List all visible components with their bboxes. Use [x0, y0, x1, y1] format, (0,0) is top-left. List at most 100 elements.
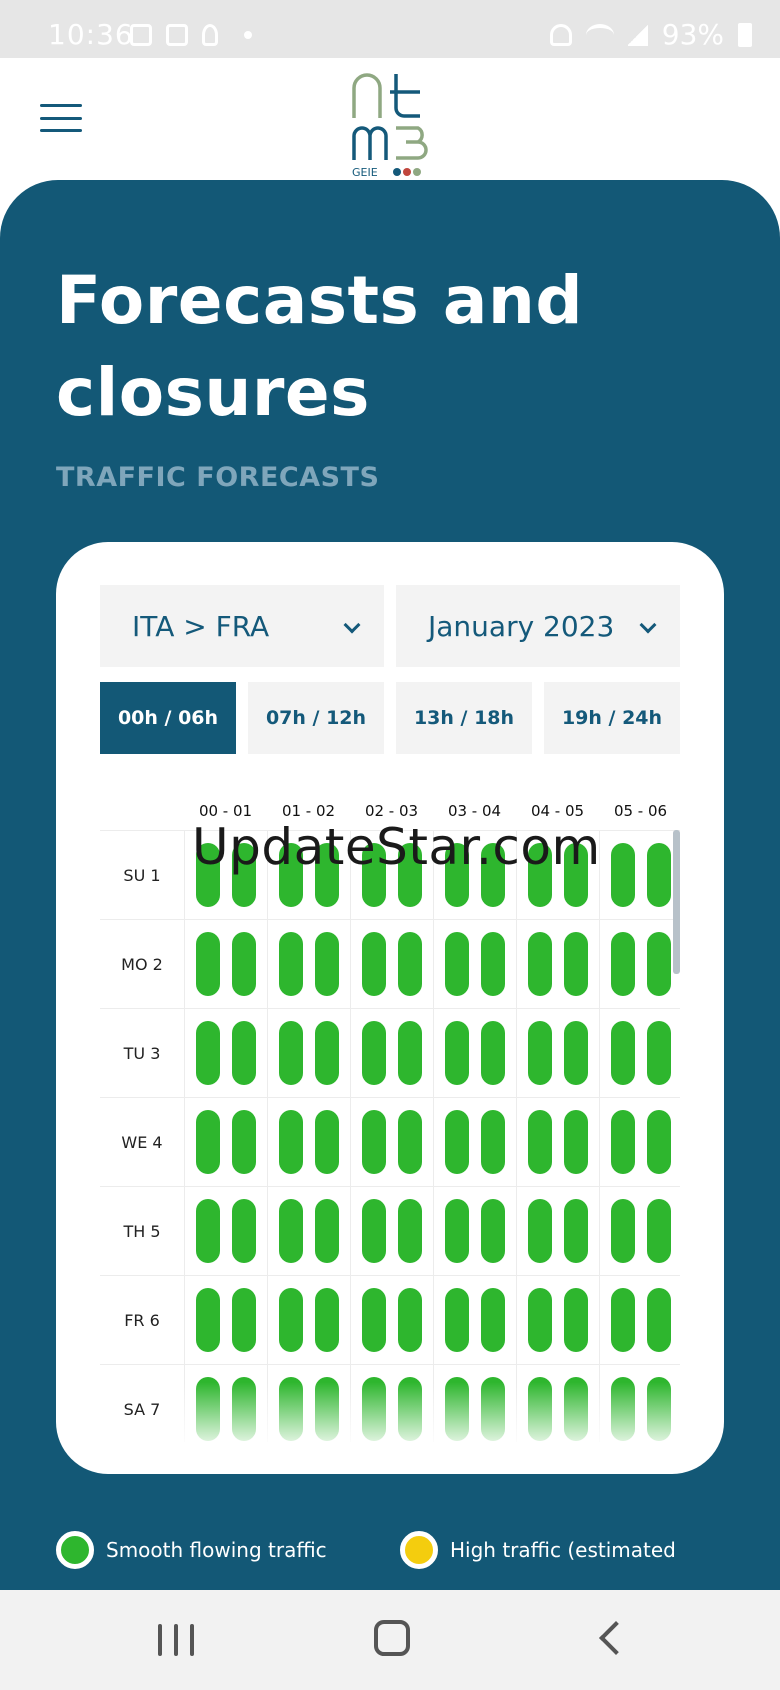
traffic-slot-smooth[interactable] [315, 1110, 339, 1174]
traffic-slot-smooth[interactable] [398, 843, 422, 907]
traffic-slot-smooth[interactable] [279, 932, 303, 996]
traffic-slot-smooth[interactable] [232, 1021, 256, 1085]
traffic-slot-smooth[interactable] [564, 1199, 588, 1263]
traffic-slot-smooth[interactable] [196, 1377, 220, 1441]
traffic-slot-smooth[interactable] [445, 1110, 469, 1174]
traffic-slot-smooth[interactable] [398, 1288, 422, 1352]
traffic-slot-smooth[interactable] [315, 1199, 339, 1263]
tab-19h-24h[interactable]: 19h / 24h [544, 682, 680, 754]
traffic-slot-smooth[interactable] [611, 1199, 635, 1263]
atmb-logo[interactable]: GEIE [350, 72, 430, 182]
traffic-slot-smooth[interactable] [564, 1288, 588, 1352]
traffic-slot-smooth[interactable] [445, 1021, 469, 1085]
hour-header: 01 - 02 [281, 802, 336, 820]
traffic-slot-smooth[interactable] [445, 1199, 469, 1263]
traffic-slot-smooth[interactable] [362, 1377, 386, 1441]
traffic-slot-smooth[interactable] [611, 1110, 635, 1174]
traffic-slot-smooth[interactable] [564, 932, 588, 996]
traffic-slot-smooth[interactable] [196, 843, 220, 907]
traffic-slot-smooth[interactable] [445, 1377, 469, 1441]
traffic-slot-smooth[interactable] [279, 1199, 303, 1263]
traffic-slot-smooth[interactable] [362, 1288, 386, 1352]
route-select[interactable]: ITA > FRA [100, 585, 384, 667]
traffic-slot-smooth[interactable] [362, 1199, 386, 1263]
legend-label-high: High traffic (estimated [450, 1538, 676, 1562]
traffic-slot-smooth[interactable] [196, 1110, 220, 1174]
tab-13h-18h[interactable]: 13h / 18h [396, 682, 532, 754]
traffic-slot-smooth[interactable] [279, 1021, 303, 1085]
traffic-slot-smooth[interactable] [481, 932, 505, 996]
traffic-slot-smooth[interactable] [481, 843, 505, 907]
traffic-slot-smooth[interactable] [528, 843, 552, 907]
traffic-slot-smooth[interactable] [611, 843, 635, 907]
traffic-slot-smooth[interactable] [647, 1110, 671, 1174]
traffic-slot-smooth[interactable] [315, 1377, 339, 1441]
traffic-slot-smooth[interactable] [611, 1021, 635, 1085]
traffic-slot-smooth[interactable] [196, 1021, 220, 1085]
traffic-slot-smooth[interactable] [232, 1377, 256, 1441]
home-icon[interactable] [374, 1620, 410, 1656]
traffic-slot-smooth[interactable] [279, 843, 303, 907]
traffic-slot-smooth[interactable] [528, 1288, 552, 1352]
traffic-slot-smooth[interactable] [647, 1199, 671, 1263]
traffic-slot-smooth[interactable] [647, 1377, 671, 1441]
traffic-slot-smooth[interactable] [481, 1377, 505, 1441]
traffic-slot-smooth[interactable] [362, 1110, 386, 1174]
traffic-slot-smooth[interactable] [232, 1288, 256, 1352]
traffic-slot-smooth[interactable] [528, 1021, 552, 1085]
traffic-slot-smooth[interactable] [232, 1110, 256, 1174]
traffic-slot-smooth[interactable] [481, 1021, 505, 1085]
traffic-slot-smooth[interactable] [528, 1110, 552, 1174]
traffic-slot-smooth[interactable] [232, 932, 256, 996]
traffic-slot-smooth[interactable] [481, 1199, 505, 1263]
traffic-slot-smooth[interactable] [398, 1377, 422, 1441]
column-divider [516, 920, 517, 1009]
traffic-slot-smooth[interactable] [362, 932, 386, 996]
traffic-slot-smooth[interactable] [611, 1377, 635, 1441]
month-select[interactable]: January 2023 [396, 585, 680, 667]
traffic-slot-smooth[interactable] [481, 1110, 505, 1174]
traffic-slot-smooth[interactable] [232, 1199, 256, 1263]
traffic-slot-smooth[interactable] [398, 1110, 422, 1174]
traffic-slot-smooth[interactable] [528, 1377, 552, 1441]
traffic-slot-smooth[interactable] [445, 1288, 469, 1352]
traffic-slot-smooth[interactable] [647, 843, 671, 907]
traffic-slot-smooth[interactable] [315, 843, 339, 907]
traffic-slot-smooth[interactable] [279, 1110, 303, 1174]
traffic-slot-smooth[interactable] [647, 1021, 671, 1085]
traffic-slot-smooth[interactable] [315, 1288, 339, 1352]
column-divider [599, 920, 600, 1009]
back-icon[interactable] [599, 1621, 633, 1655]
traffic-slot-smooth[interactable] [564, 843, 588, 907]
traffic-slot-smooth[interactable] [362, 843, 386, 907]
traffic-slot-smooth[interactable] [279, 1288, 303, 1352]
traffic-slot-smooth[interactable] [647, 1288, 671, 1352]
grid-scrollbar[interactable] [673, 830, 680, 974]
traffic-slot-smooth[interactable] [564, 1377, 588, 1441]
traffic-slot-smooth[interactable] [315, 1021, 339, 1085]
traffic-slot-smooth[interactable] [611, 932, 635, 996]
tab-07h-12h[interactable]: 07h / 12h [248, 682, 384, 754]
tab-00h-06h[interactable]: 00h / 06h [100, 682, 236, 754]
traffic-slot-smooth[interactable] [564, 1110, 588, 1174]
traffic-slot-smooth[interactable] [564, 1021, 588, 1085]
traffic-slot-smooth[interactable] [481, 1288, 505, 1352]
traffic-slot-smooth[interactable] [398, 932, 422, 996]
recent-apps-icon[interactable] [158, 1624, 194, 1656]
traffic-slot-smooth[interactable] [232, 843, 256, 907]
traffic-slot-smooth[interactable] [445, 932, 469, 996]
traffic-slot-smooth[interactable] [315, 932, 339, 996]
traffic-slot-smooth[interactable] [445, 843, 469, 907]
traffic-slot-smooth[interactable] [398, 1021, 422, 1085]
traffic-slot-smooth[interactable] [196, 932, 220, 996]
traffic-slot-smooth[interactable] [196, 1199, 220, 1263]
menu-icon[interactable] [40, 104, 82, 132]
traffic-slot-smooth[interactable] [611, 1288, 635, 1352]
traffic-slot-smooth[interactable] [398, 1199, 422, 1263]
traffic-slot-smooth[interactable] [279, 1377, 303, 1441]
traffic-slot-smooth[interactable] [528, 932, 552, 996]
traffic-slot-smooth[interactable] [362, 1021, 386, 1085]
traffic-slot-smooth[interactable] [196, 1288, 220, 1352]
traffic-slot-smooth[interactable] [647, 932, 671, 996]
traffic-slot-smooth[interactable] [528, 1199, 552, 1263]
